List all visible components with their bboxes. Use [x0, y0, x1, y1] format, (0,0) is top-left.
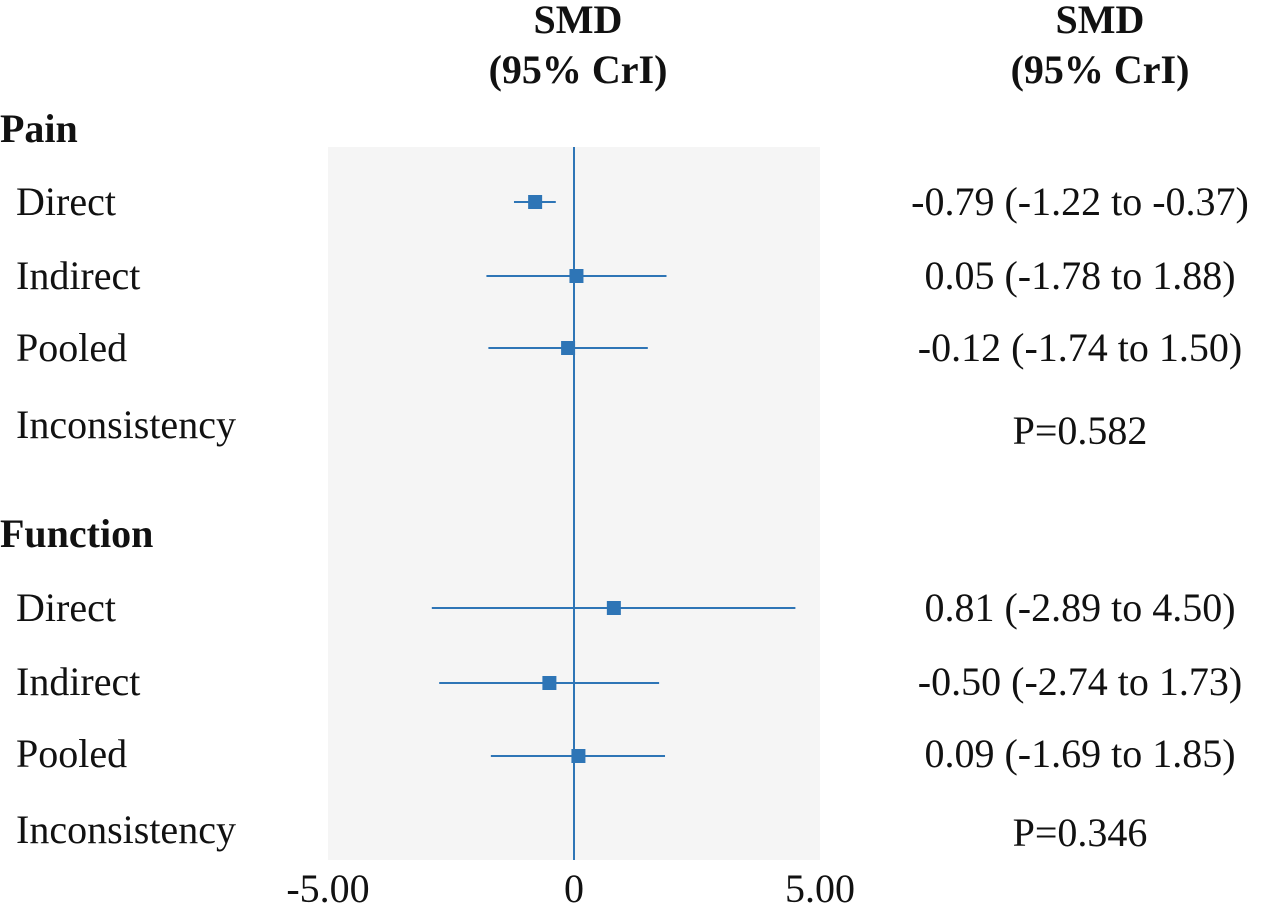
row-value: P=0.346: [1012, 810, 1148, 855]
values-header-line2: (95% CrI): [1010, 47, 1190, 92]
x-tick-label: 5.00: [785, 866, 855, 909]
values-header-line1: SMD: [1055, 0, 1145, 42]
row-value: 0.05 (-1.78 to 1.88): [924, 253, 1236, 298]
point-estimate: [606, 601, 621, 615]
row-value: -0.50 (-2.74 to 1.73): [917, 659, 1243, 704]
row-value: -0.12 (-1.74 to 1.50): [917, 325, 1243, 370]
x-tick-label: -5.00: [286, 866, 369, 909]
row-label: Inconsistency: [16, 402, 236, 447]
point-estimate: [571, 749, 586, 763]
row-value: 0.81 (-2.89 to 4.50): [924, 585, 1236, 630]
row-label: Direct: [16, 585, 116, 630]
row-label: Inconsistency: [16, 807, 236, 852]
row-value: P=0.582: [1012, 408, 1148, 453]
point-estimate: [528, 195, 543, 209]
row-label: Indirect: [16, 659, 141, 704]
values-column-header: SMD (95% CrI): [950, 0, 1250, 95]
row-value: -0.79 (-1.22 to -0.37): [911, 179, 1249, 224]
point-estimate: [561, 341, 576, 355]
row-label: Indirect: [16, 253, 141, 298]
row-label: Direct: [16, 179, 116, 224]
x-tick-label: 0: [564, 866, 584, 909]
group-title-pain: Pain: [0, 106, 78, 151]
group-title-function: Function: [0, 511, 154, 556]
row-label: Pooled: [16, 731, 128, 776]
plot-header-line1: SMD: [533, 0, 623, 42]
point-estimate: [542, 676, 557, 690]
point-estimate: [569, 269, 584, 283]
row-value: 0.09 (-1.69 to 1.85): [924, 731, 1236, 776]
row-label: Pooled: [16, 325, 128, 370]
plot-column-header: SMD (95% CrI): [428, 0, 728, 95]
plot-header-line2: (95% CrI): [488, 47, 668, 92]
